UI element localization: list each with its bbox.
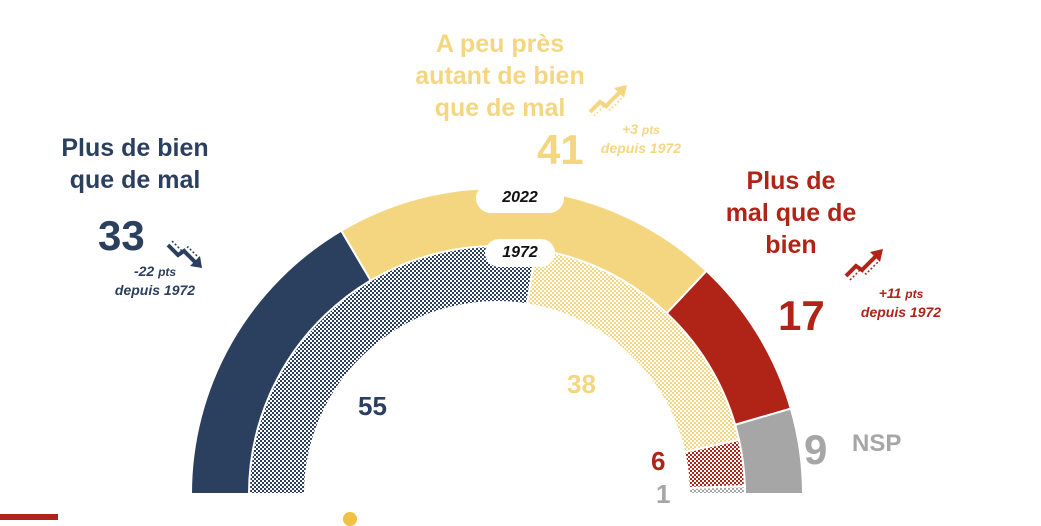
trend-down-icon (166, 240, 202, 268)
value-2022-plus-de-bien: 33 (98, 212, 145, 259)
category-label-line: Plus de (746, 167, 836, 195)
category-label-line: mal que de (725, 199, 857, 227)
delta-note: depuis 1972 (114, 282, 196, 298)
value-2022-nsp: 9 (804, 426, 828, 473)
category-label-line: autant de bien (415, 62, 585, 90)
value-1972-nsp: 1 (656, 479, 671, 509)
footer-dot (343, 512, 357, 526)
delta-plus-de-mal: +11 pts depuis 1972 (846, 284, 956, 321)
value-1972-autant: 38 (567, 369, 596, 399)
value-1972-plus-de-mal: 6 (651, 446, 666, 476)
delta-plus-de-bien: -22 pts depuis 1972 (100, 262, 210, 299)
category-label-nsp: NSP (852, 430, 902, 457)
delta-value: +3 (622, 121, 639, 137)
category-label-line: bien (765, 231, 817, 259)
inner-ring-1972 (247, 245, 747, 495)
arc-1972-nsp (687, 485, 747, 495)
category-label-line: A peu près (435, 30, 565, 58)
category-label-line: Plus de bien (61, 134, 209, 162)
delta-value: -22 (133, 263, 155, 279)
footer-accent-bar (0, 514, 58, 520)
delta-unit: pts (158, 265, 177, 279)
year-label-2022: 2022 (476, 183, 564, 213)
delta-unit: pts (905, 287, 924, 301)
category-label-line: que de mal (434, 94, 566, 122)
category-label-autant: A peu près autant de bien que de mal (392, 28, 608, 124)
trend-up-icon (588, 85, 627, 117)
value-1972-plus-de-bien: 55 (358, 391, 387, 421)
delta-autant: +3 pts depuis 1972 (586, 120, 696, 157)
delta-value: +11 (878, 285, 902, 301)
category-label-line: que de mal (69, 166, 201, 194)
category-label-plus-de-mal: Plus de mal que de bien (708, 165, 874, 261)
delta-unit: pts (641, 123, 660, 137)
trend-up-icon (844, 249, 883, 281)
value-2022-autant: 41 (537, 126, 584, 173)
year-label-1972: 1972 (485, 239, 555, 267)
delta-note: depuis 1972 (600, 140, 682, 156)
delta-note: depuis 1972 (860, 304, 942, 320)
category-label-plus-de-bien: Plus de bien que de mal (40, 132, 230, 196)
value-2022-plus-de-mal: 17 (778, 292, 825, 339)
